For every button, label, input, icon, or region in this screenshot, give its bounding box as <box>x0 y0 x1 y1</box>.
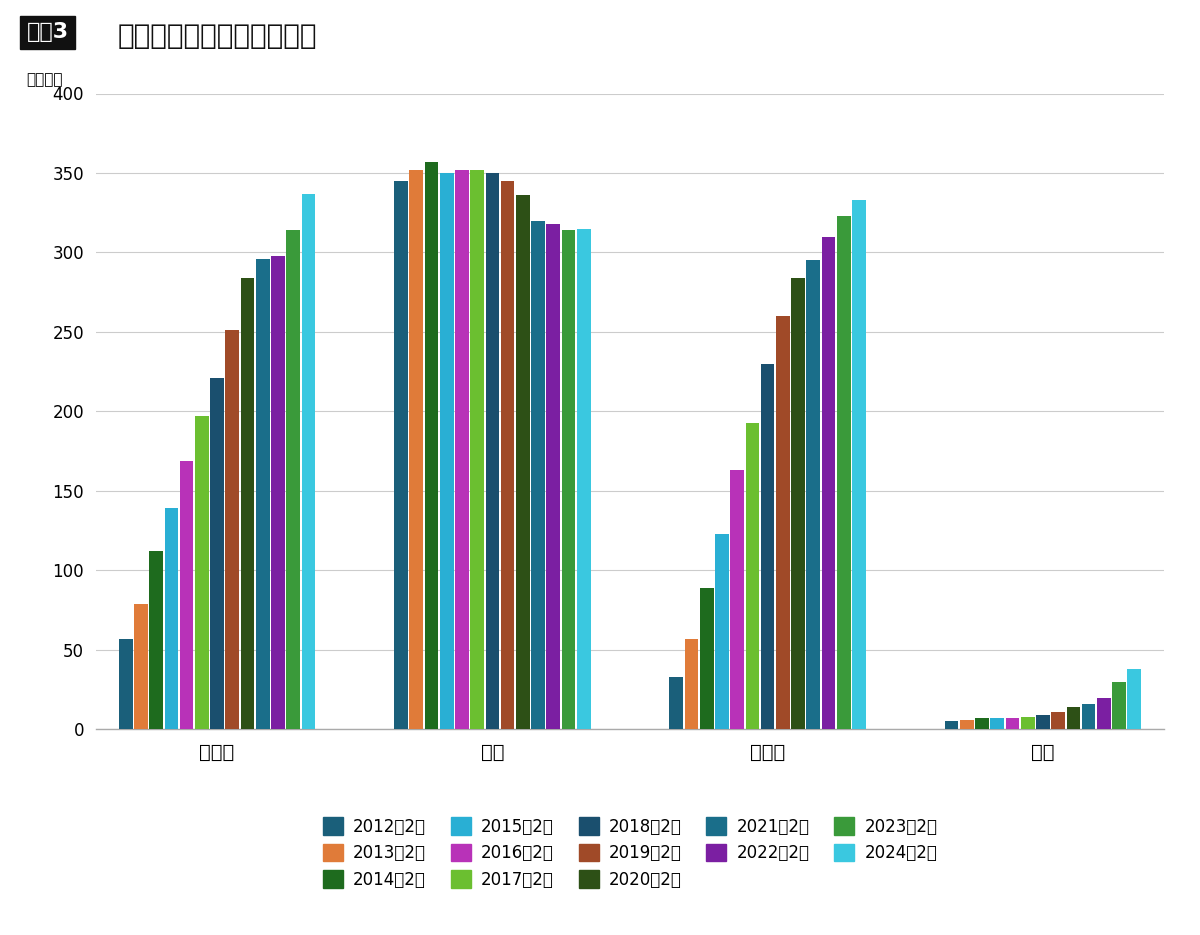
Bar <box>731 470 744 729</box>
Bar <box>134 604 148 729</box>
Bar <box>745 423 760 729</box>
Bar <box>1006 718 1019 729</box>
Bar <box>226 330 239 729</box>
Bar <box>685 639 698 729</box>
Bar <box>119 639 132 729</box>
Bar <box>470 170 484 729</box>
Bar <box>761 364 774 729</box>
Bar <box>852 200 866 729</box>
Bar <box>715 534 728 729</box>
Bar <box>700 588 714 729</box>
Bar <box>1051 712 1066 729</box>
Bar <box>532 221 545 729</box>
Bar <box>409 170 424 729</box>
Bar <box>241 278 254 729</box>
Bar <box>455 170 469 729</box>
Bar <box>1036 715 1050 729</box>
Bar <box>806 260 820 729</box>
Bar <box>1021 716 1034 729</box>
Bar <box>287 230 300 729</box>
Legend: 2012年2月, 2013年2月, 2014年2月, 2015年2月, 2016年2月, 2017年2月, 2018年2月, 2019年2月, 2020年2月,: 2012年2月, 2013年2月, 2014年2月, 2015年2月, 2016… <box>316 811 944 895</box>
Bar <box>776 316 790 729</box>
Bar <box>440 173 454 729</box>
Bar <box>960 720 973 729</box>
Bar <box>164 509 179 729</box>
Bar <box>301 194 316 729</box>
Bar <box>836 216 851 729</box>
Bar <box>149 552 163 729</box>
Bar <box>425 162 438 729</box>
Bar <box>1112 682 1126 729</box>
Bar <box>944 722 959 729</box>
Bar <box>194 416 209 729</box>
Bar <box>546 223 560 729</box>
Bar <box>1081 704 1096 729</box>
Bar <box>1067 707 1080 729</box>
Bar <box>976 718 989 729</box>
Bar <box>180 461 193 729</box>
Bar <box>791 278 805 729</box>
Bar <box>822 237 835 729</box>
Bar <box>990 718 1004 729</box>
Bar <box>256 259 270 729</box>
Bar <box>670 677 683 729</box>
Text: （店舗）: （店舗） <box>26 72 64 87</box>
Bar <box>394 181 408 729</box>
Bar <box>1097 698 1111 729</box>
Bar <box>516 195 529 729</box>
Text: コメダの地域別店舗数推移: コメダの地域別店舗数推移 <box>118 22 317 50</box>
Bar <box>486 173 499 729</box>
Text: 図表3: 図表3 <box>26 22 68 42</box>
Bar <box>1128 669 1141 729</box>
Bar <box>210 378 224 729</box>
Bar <box>577 229 590 729</box>
Bar <box>500 181 515 729</box>
Bar <box>271 255 284 729</box>
Bar <box>562 230 575 729</box>
